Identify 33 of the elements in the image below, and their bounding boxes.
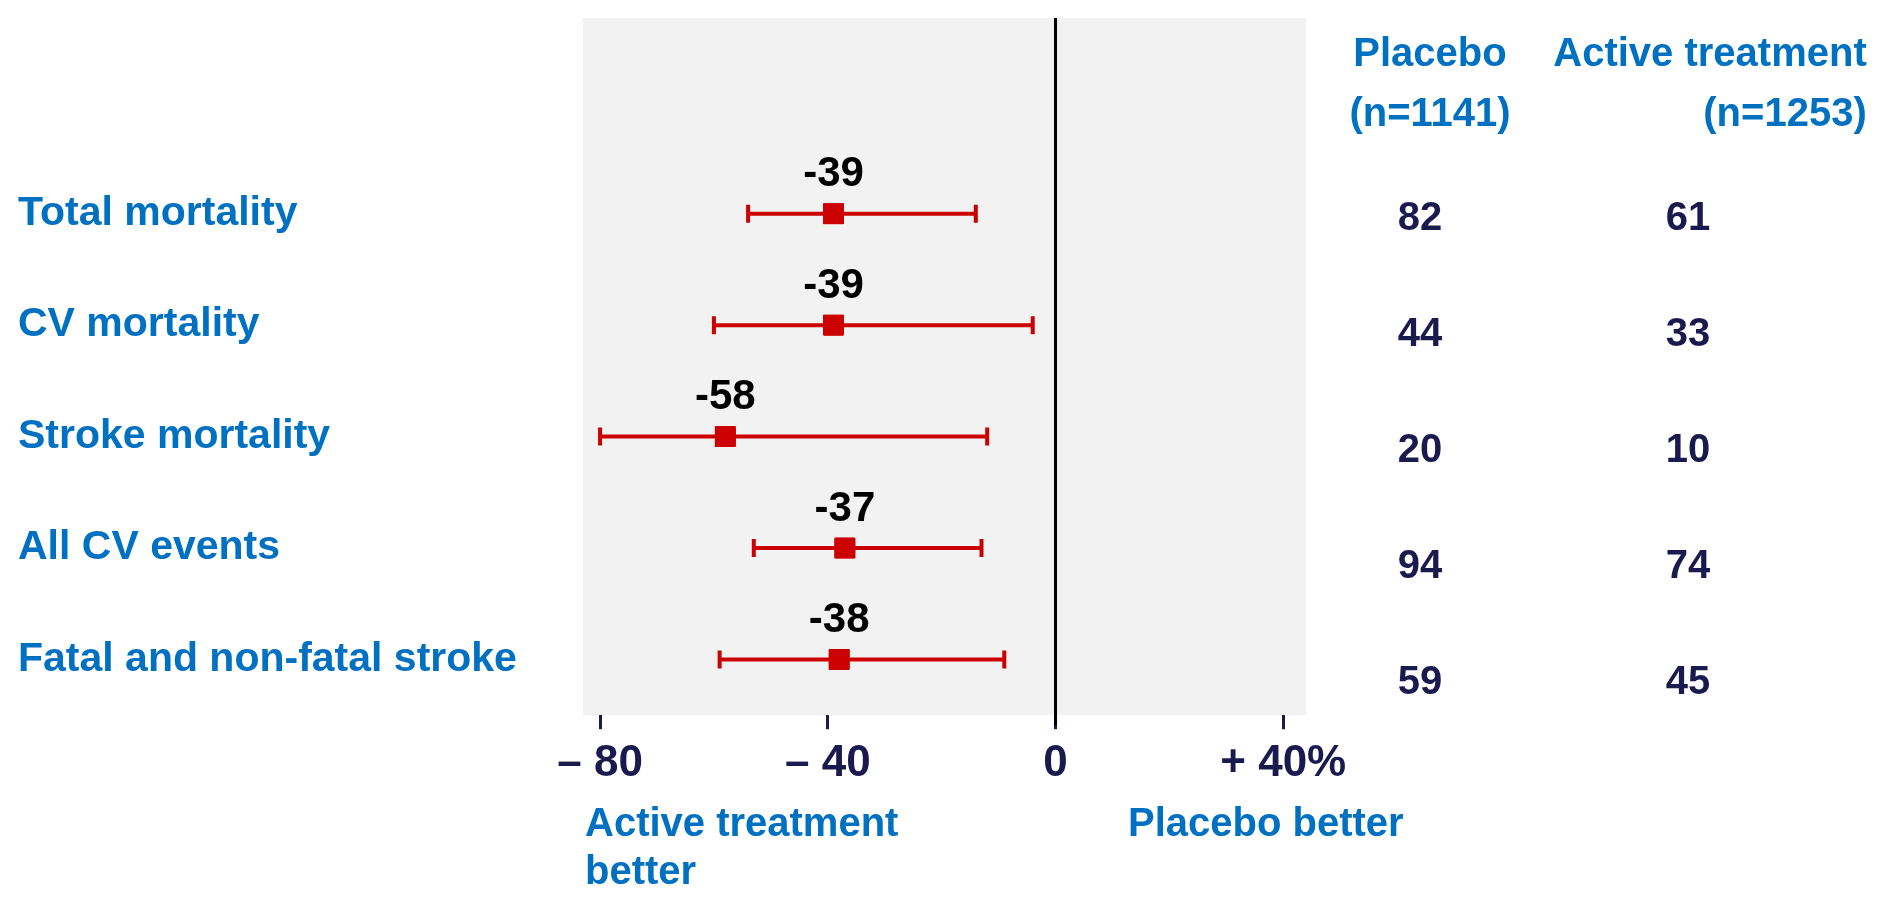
text: 45	[1665, 657, 1711, 704]
data-label: -58	[694, 371, 756, 419]
point	[828, 649, 850, 670]
data-label: -38	[808, 594, 870, 642]
text: 74	[1665, 541, 1711, 588]
text: 44	[1397, 309, 1443, 356]
text: Active treatment (n=1253)	[1553, 29, 1867, 136]
text: Active treatment better	[585, 799, 899, 894]
text: 10	[1665, 425, 1711, 472]
point	[823, 314, 844, 336]
y-tick-label: All CV events	[18, 522, 281, 569]
text: 59	[1397, 657, 1443, 704]
y-tick-label: Stroke mortality	[18, 410, 331, 457]
data-label: -39	[803, 259, 864, 307]
data-label: -37	[814, 482, 876, 530]
x-tick-label: – 40	[784, 735, 871, 785]
point	[834, 537, 856, 559]
text: 33	[1665, 309, 1711, 356]
x-tick-label: 0	[1043, 735, 1068, 785]
x-tick-label: – 80	[557, 735, 643, 785]
text: 20	[1397, 425, 1443, 472]
x-tick-label: + 40%	[1220, 735, 1347, 785]
y-tick-label: CV mortality	[18, 299, 260, 346]
data-label: -39	[803, 148, 864, 196]
text: Placebo (n=1141)	[1349, 29, 1511, 136]
text: 94	[1397, 541, 1443, 588]
point	[714, 426, 736, 447]
y-tick-label: Fatal and non-fatal stroke	[18, 633, 517, 680]
y-tick-label: Total mortality	[18, 188, 298, 235]
text: 82	[1397, 193, 1443, 240]
text: 61	[1665, 193, 1711, 240]
point	[823, 203, 844, 225]
text: Placebo better	[1128, 799, 1404, 846]
